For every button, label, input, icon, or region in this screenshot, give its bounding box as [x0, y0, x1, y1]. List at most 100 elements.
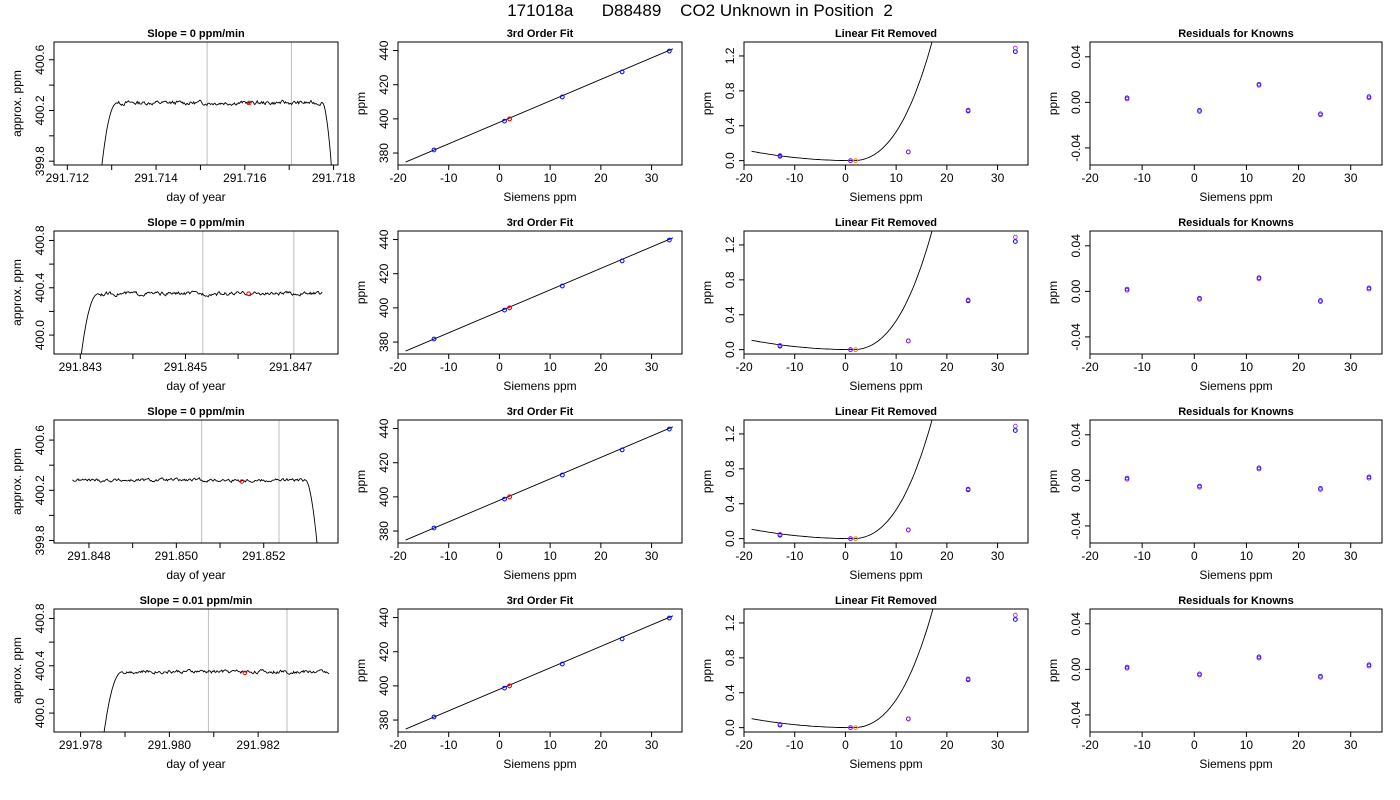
x-tick-label: 0 — [496, 549, 503, 563]
x-tick-label: -20 — [389, 360, 407, 374]
plot-area — [1124, 275, 1372, 305]
known-point-alt — [906, 338, 911, 344]
unknown-point — [853, 725, 859, 731]
known-point-alt — [1013, 234, 1018, 240]
known-point-duplicate — [1318, 111, 1323, 116]
x-tick-label: 0 — [842, 171, 849, 185]
panel-title: 3rd Order Fit — [507, 406, 574, 418]
panel-title: Linear Fit Removed — [835, 28, 937, 40]
y-tick-label: 0.00 — [1069, 468, 1083, 492]
plot-area — [101, 99, 332, 165]
x-axis-label: Siemens ppm — [503, 757, 576, 771]
known-point-alt — [848, 725, 853, 730]
known-point-duplicate — [1256, 81, 1262, 87]
known-point — [1012, 239, 1018, 244]
y-tick-label: -0.04 — [1069, 701, 1083, 729]
x-tick-label: -10 — [440, 360, 458, 374]
unknown-point — [853, 158, 859, 164]
x-axis-label: Siemens ppm — [849, 568, 922, 582]
known-point-duplicate — [1124, 475, 1130, 481]
x-axis-label: Siemens ppm — [1199, 379, 1272, 393]
plot-area — [751, 42, 1018, 164]
x-tick-label: 30 — [645, 171, 659, 185]
panel-r3-c4: Residuals for Knowns -20 -10 0 10 20 30 -0.04 0.… — [1046, 406, 1383, 582]
plot-frame — [397, 419, 683, 544]
x-tick-label: 10 — [889, 360, 903, 374]
x-axis-label: Siemens ppm — [849, 190, 922, 204]
y-tick-label: 0.8 — [723, 460, 737, 477]
plot-frame — [397, 230, 683, 355]
y-tick-label: 400 — [377, 487, 391, 507]
y-tick-label: 0.8 — [723, 271, 737, 288]
y-axis-label: ppm — [700, 92, 714, 115]
panel-r2-c3: Linear Fit Removed -20 -10 0 10 20 30 0.0 0.4 0.8… — [700, 217, 1029, 393]
plot-frame — [53, 41, 339, 166]
known-point — [559, 94, 565, 100]
known-point-duplicate — [1256, 465, 1262, 471]
x-tick-label: 20 — [594, 171, 608, 185]
unknown-marker — [239, 479, 245, 484]
x-axis-label: day of year — [166, 757, 225, 771]
x-tick-label: -10 — [786, 171, 804, 185]
x-tick-label: 20 — [940, 549, 954, 563]
x-tick-label: -10 — [786, 549, 804, 563]
x-tick-label: 10 — [543, 360, 557, 374]
known-point — [666, 48, 672, 54]
y-axis-label: ppm — [700, 659, 714, 682]
x-axis-label: Siemens ppm — [849, 757, 922, 771]
y-axis-label: ppm — [1046, 92, 1060, 115]
panel-r4-c2: 3rd Order Fit -20 -10 0 10 20 30 380 400 420 440 Si… — [354, 595, 683, 771]
plot-frame — [53, 419, 339, 544]
y-axis-label: approx. ppm — [10, 448, 24, 515]
x-tick-label: 30 — [1344, 360, 1358, 374]
x-tick-label: 291.843 — [59, 360, 103, 374]
x-tick-label: 291.848 — [67, 549, 111, 563]
known-point — [619, 258, 625, 264]
plot-area — [1124, 465, 1372, 492]
x-tick-label: 291.712 — [46, 171, 90, 185]
x-tick-label: 0 — [496, 360, 503, 374]
plot-frame — [1089, 608, 1383, 733]
x-tick-label: -20 — [1081, 171, 1099, 185]
known-point-alt — [777, 342, 783, 348]
known-point-alt — [777, 153, 783, 158]
known-point-duplicate — [1256, 654, 1262, 660]
y-tick-label: 440 — [377, 607, 391, 627]
x-tick-label: -10 — [1133, 549, 1151, 563]
panel-title: Linear Fit Removed — [835, 217, 937, 229]
known-point — [431, 525, 437, 531]
y-tick-label: 400.4 — [33, 650, 47, 680]
x-tick-label: 20 — [940, 171, 954, 185]
x-tick-label: -20 — [389, 738, 407, 752]
y-axis-label: ppm — [354, 92, 368, 115]
panel-title: 3rd Order Fit — [507, 28, 574, 40]
x-tick-label: 291.847 — [269, 360, 313, 374]
x-axis-label: Siemens ppm — [503, 379, 576, 393]
plot-area — [751, 420, 1018, 542]
x-tick-label: 291.845 — [164, 360, 208, 374]
x-tick-label: -20 — [735, 549, 753, 563]
x-tick-label: 0 — [1191, 360, 1198, 374]
y-tick-label: 0.00 — [1069, 279, 1083, 303]
plot-frame — [53, 230, 339, 355]
x-tick-label: 0 — [842, 549, 849, 563]
fit-line — [405, 426, 674, 541]
x-tick-label: 0 — [1191, 738, 1198, 752]
plot-frame — [1089, 41, 1383, 166]
y-tick-label: 0.00 — [1069, 657, 1083, 681]
x-tick-label: -10 — [440, 171, 458, 185]
x-tick-label: 0 — [842, 360, 849, 374]
figure-title: 171018a D88489 CO2 Unknown in Position 2 — [507, 1, 893, 20]
y-axis-label: ppm — [700, 470, 714, 493]
x-axis-label: Siemens ppm — [1199, 190, 1272, 204]
panel-r4-c1: Slope = 0.01 ppm/min 291.978 291.980 291.98… — [10, 595, 339, 771]
unknown-point — [507, 305, 513, 311]
plot-frame — [1089, 419, 1383, 544]
plot-area — [1124, 81, 1372, 118]
y-tick-label: 399.8 — [33, 525, 47, 555]
y-tick-label: 0.4 — [723, 495, 737, 512]
y-axis-label: approx. ppm — [10, 70, 24, 137]
panel-title: Linear Fit Removed — [835, 406, 937, 418]
plot-area — [405, 426, 674, 541]
